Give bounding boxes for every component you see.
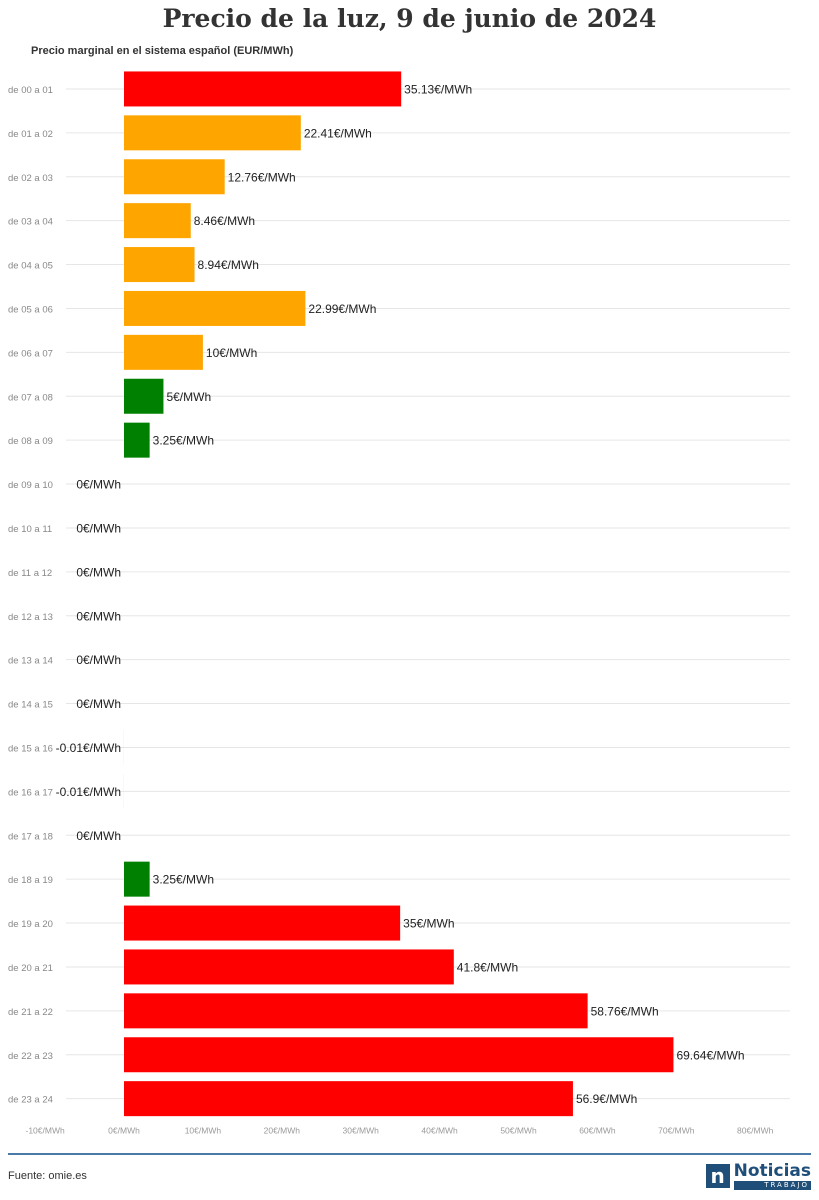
category-label: de 05 a 06	[8, 304, 53, 315]
chart-title: Precio de la luz, 9 de junio de 2024	[162, 4, 657, 33]
data-label: 0€/MWh	[76, 609, 121, 623]
data-label: 35€/MWh	[403, 917, 454, 931]
x-tick-label: 0€/MWh	[108, 1126, 140, 1136]
source-note: Fuente: omie.es	[8, 1170, 87, 1182]
category-label: de 13 a 14	[8, 656, 53, 667]
bar	[124, 1037, 674, 1073]
data-label: 69.64€/MWh	[676, 1048, 744, 1062]
category-label: de 01 a 02	[8, 129, 53, 140]
logo-brand: Noticias	[733, 1160, 811, 1181]
bar-chart: de 00 a 01 de 01 a 02 de 02 a 03 de 03 a 04…	[8, 71, 790, 1136]
data-label: 0€/MWh	[76, 829, 121, 843]
category-label: de 02 a 03	[8, 173, 53, 184]
category-label: de 11 a 12	[8, 568, 52, 579]
data-label: 41.8€/MWh	[457, 960, 518, 974]
data-label: 0€/MWh	[76, 478, 121, 492]
data-label: 5€/MWh	[166, 390, 211, 404]
data-label: 56.9€/MWh	[576, 1092, 637, 1106]
x-tick-label: 50€/MWh	[500, 1126, 537, 1136]
category-label: de 22 a 23	[8, 1051, 53, 1062]
category-label: de 23 a 24	[8, 1095, 53, 1106]
bar	[124, 334, 203, 370]
data-label: 0€/MWh	[76, 653, 121, 667]
category-label: de 18 a 19	[8, 875, 53, 886]
x-tick-label: 20€/MWh	[264, 1126, 301, 1136]
data-label: 8.94€/MWh	[198, 258, 259, 272]
category-label: de 15 a 16	[8, 743, 53, 754]
category-label: de 09 a 10	[8, 480, 53, 491]
category-label: de 20 a 21	[8, 963, 53, 974]
bar	[124, 247, 195, 283]
category-labels: de 00 a 01 de 01 a 02 de 02 a 03 de 03 a 04…	[8, 85, 53, 1106]
bar	[124, 290, 306, 326]
bar	[124, 159, 225, 195]
bar	[124, 115, 301, 151]
category-label: de 03 a 04	[8, 217, 53, 228]
x-tick-label: 80€/MWh	[737, 1126, 774, 1136]
data-label: 58.76€/MWh	[591, 1004, 659, 1018]
x-tick-label: 70€/MWh	[658, 1126, 695, 1136]
category-label: de 08 a 09	[8, 436, 53, 447]
data-label: 10€/MWh	[206, 346, 257, 360]
category-label: de 16 a 17	[8, 787, 53, 798]
data-label: 22.99€/MWh	[308, 302, 376, 316]
x-tick-label: 10€/MWh	[185, 1126, 222, 1136]
x-tick-label: 40€/MWh	[421, 1126, 458, 1136]
data-label: 0€/MWh	[76, 697, 121, 711]
category-label: de 21 a 22	[8, 1007, 53, 1018]
data-label: 0€/MWh	[76, 565, 121, 579]
bar	[124, 949, 454, 985]
bar	[124, 905, 401, 941]
data-label: -0.01€/MWh	[56, 741, 121, 755]
category-label: de 19 a 20	[8, 919, 53, 930]
brand-logo: n Noticias TRABAJO	[705, 1160, 811, 1190]
data-label: 0€/MWh	[76, 521, 121, 535]
bar	[124, 378, 164, 414]
bar	[124, 203, 191, 239]
gridlines	[66, 88, 790, 1100]
data-label: 3.25€/MWh	[153, 434, 214, 448]
bar	[124, 861, 150, 897]
data-label: 12.76€/MWh	[228, 170, 296, 184]
value-labels: 35.13€/MWh 22.41€/MWh 12.76€/MWh 8.46€/MWh 8…	[56, 82, 745, 1106]
data-label: 22.41€/MWh	[304, 126, 372, 140]
chart-subtitle: Precio marginal en el sistema español (E…	[31, 45, 294, 57]
bar	[124, 1081, 573, 1117]
category-label: de 14 a 15	[8, 700, 53, 711]
bar	[124, 71, 402, 107]
x-tick-label: 30€/MWh	[343, 1126, 380, 1136]
data-label: -0.01€/MWh	[56, 785, 121, 799]
x-tick-label: 60€/MWh	[579, 1126, 616, 1136]
data-label: 3.25€/MWh	[153, 873, 214, 887]
bar	[124, 993, 588, 1029]
logo-mark-icon: n	[705, 1164, 730, 1188]
data-label: 35.13€/MWh	[404, 82, 472, 96]
category-label: de 17 a 18	[8, 831, 53, 842]
x-axis-ticks: -10€/MWh 0€/MWh 10€/MWh 20€/MWh 30€/MWh 40€/M…	[25, 1126, 773, 1136]
bar	[124, 422, 150, 458]
category-label: de 00 a 01	[8, 85, 53, 96]
category-label: de 04 a 05	[8, 261, 53, 272]
logo-sub: TRABAJO	[733, 1180, 811, 1190]
category-label: de 06 a 07	[8, 348, 53, 359]
data-label: 8.46€/MWh	[194, 214, 255, 228]
category-label: de 12 a 13	[8, 612, 53, 623]
footer-divider	[8, 1153, 811, 1155]
category-label: de 07 a 08	[8, 392, 53, 403]
category-label: de 10 a 11	[8, 524, 52, 535]
x-tick-label: -10€/MWh	[25, 1126, 64, 1136]
bars	[123, 71, 674, 1117]
